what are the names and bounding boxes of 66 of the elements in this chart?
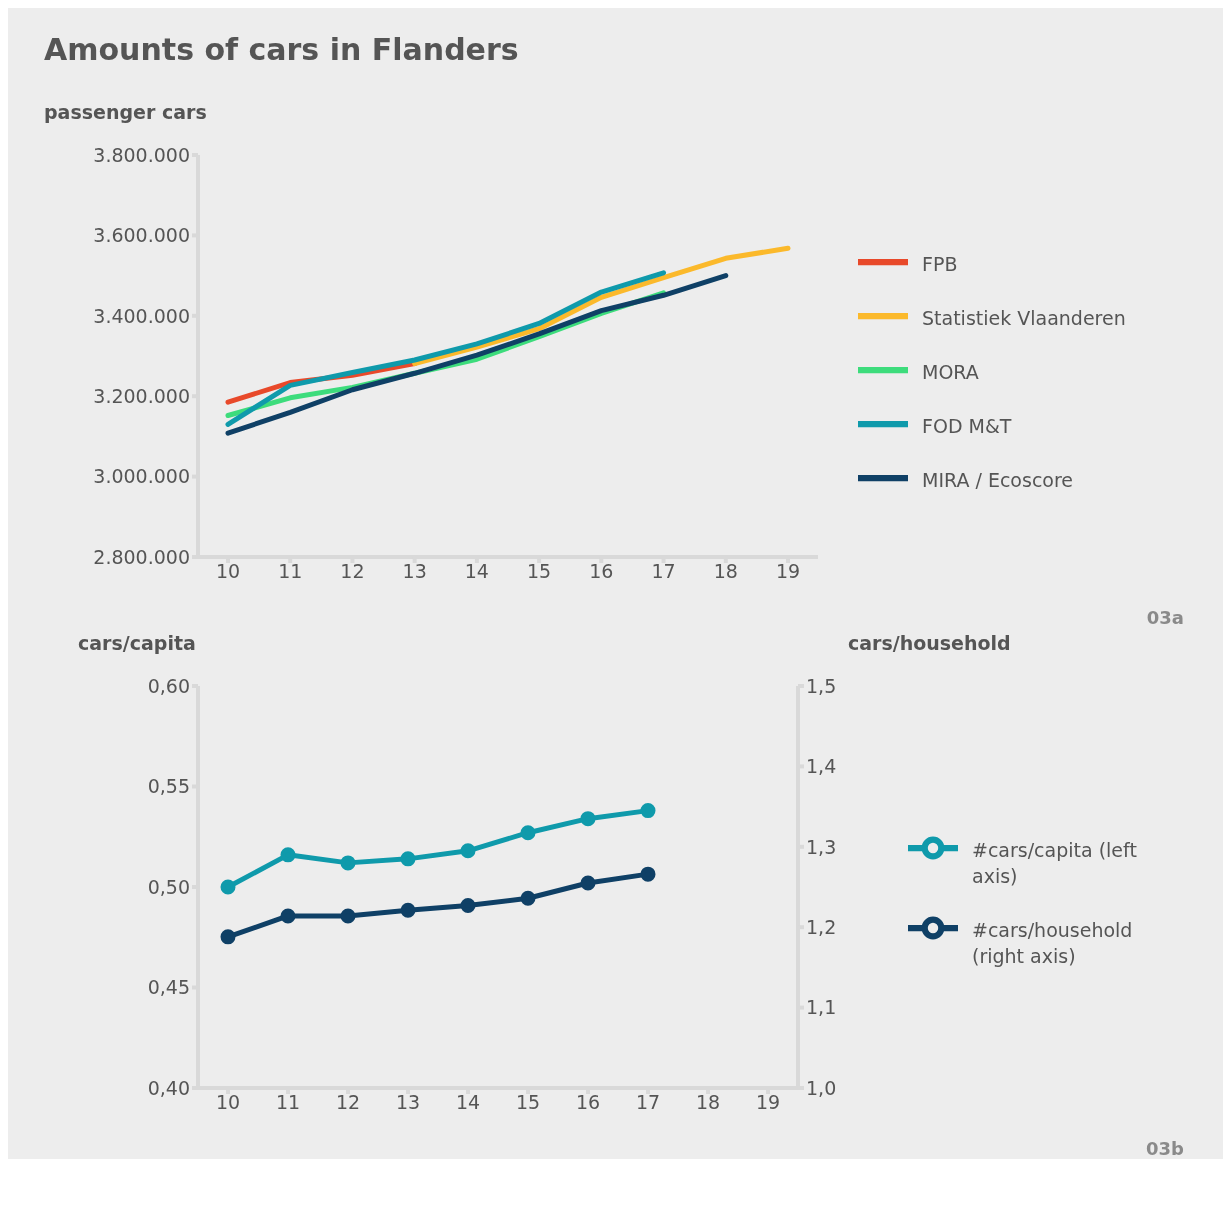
y2-tick-label: 1,3 [806,835,837,858]
legend-label: FOD M&T [922,414,1012,439]
text: 03a [1145,607,1185,628]
x-tick-label: 19 [775,560,801,583]
legend-label: Statistiek Vlaanderen [922,306,1126,331]
x-tick-label: 13 [395,1091,421,1114]
y-axis-title: passenger cars [44,101,207,123]
y2-tick-label: 1,2 [806,915,837,938]
point [400,851,416,867]
legend-label: MIRA / Ecoscore [922,468,1074,493]
y-tick-label: 3.200.000 [93,384,190,407]
legend-label: #cars/capita (left axis) [972,838,1138,889]
point [220,929,236,945]
y-tick-label: 0,40 [147,1076,190,1099]
point [640,866,656,882]
y-tick-label: 3.800.000 [93,143,190,166]
x-tick-label: 13 [402,560,427,583]
point [340,855,356,871]
x-tick-label: 11 [278,560,303,583]
y-tick-label: 0,60 [147,674,190,697]
x-tick-label: 17 [651,560,676,583]
legend-label: #cars/household (right axis) [972,918,1134,969]
y2-tick-label: 1,4 [806,755,837,778]
y-axis-title: cars/capita [78,632,196,654]
x-tick-label: 14 [464,560,489,583]
y-tick-label: 0,55 [147,775,190,798]
x-tick-label: 15 [527,560,552,583]
y2-tick-label: 1,1 [806,996,837,1019]
y2-tick-label: 1,0 [806,1076,837,1099]
point [280,847,296,863]
point [580,811,596,827]
x-tick-label: 16 [575,1091,601,1114]
y2-axis-title: cars/household [848,632,1011,654]
legend-label: MORA [922,360,979,385]
x-tick-label: 10 [215,1091,241,1114]
x-tick-label: 16 [589,560,614,583]
y-tick-label: 3.600.000 [93,224,190,247]
text: 03b [1145,1138,1185,1159]
y2-tick-label: 1,5 [806,674,837,697]
point [520,825,536,841]
point [580,875,596,891]
y-tick-label: 0,45 [147,976,190,999]
point [640,803,656,819]
x-tick-label: 18 [695,1091,721,1114]
x-tick-label: 11 [275,1091,301,1114]
point [400,902,416,918]
point [460,897,476,913]
point [460,843,476,859]
x-tick-label: 10 [215,560,241,583]
point [340,908,356,924]
chart-title: Amounts of cars in Flanders [43,31,520,69]
x-tick-label: 19 [755,1091,781,1114]
point [520,890,536,906]
y-tick-label: 0,50 [147,875,190,898]
x-tick-label: 15 [515,1091,541,1114]
y-tick-label: 3.400.000 [93,304,190,327]
point [220,879,236,895]
x-tick-label: 17 [635,1091,661,1114]
legend-label: FPB [922,252,958,277]
point [280,908,296,924]
x-tick-label: 18 [713,560,738,583]
x-tick-label: 12 [340,560,365,583]
y-tick-label: 2.800.000 [93,545,190,568]
x-tick-label: 12 [335,1091,361,1114]
x-tick-label: 14 [455,1091,481,1114]
y-tick-label: 3.000.000 [93,465,190,488]
